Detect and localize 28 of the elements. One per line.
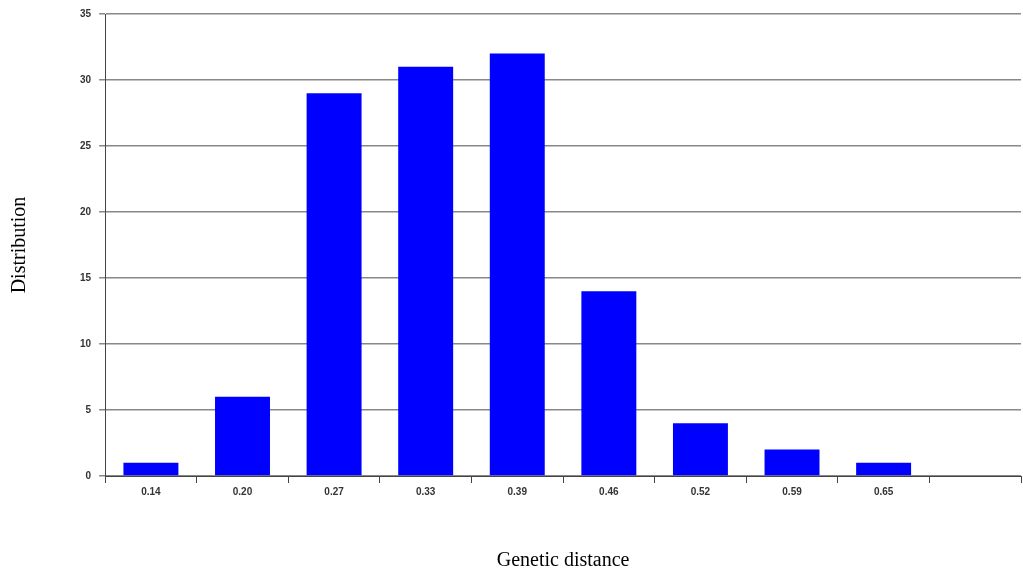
x-axis-title: Genetic distance: [496, 548, 630, 571]
bar: [398, 66, 454, 476]
y-tick-label: 10: [80, 337, 92, 349]
bar: [581, 291, 637, 476]
bar: [306, 93, 362, 476]
x-tick-label: 0.59: [782, 485, 803, 497]
x-tick-label: 0.14: [141, 485, 162, 497]
y-tick-label: 25: [80, 139, 92, 151]
y-tick-label: 20: [80, 205, 92, 217]
bar: [672, 423, 728, 476]
y-tick-label: 15: [80, 271, 92, 283]
x-tick-label: 0.39: [507, 485, 528, 497]
x-tick-label: 0.33: [415, 485, 436, 497]
bar: [764, 449, 820, 476]
y-tick-label: 0: [85, 469, 92, 481]
bar: [856, 462, 912, 476]
bar: [215, 396, 270, 476]
x-tick-label: 0.52: [690, 485, 711, 497]
x-tick-label: 0.27: [324, 485, 345, 497]
y-tick-label: 5: [85, 403, 92, 415]
bar: [489, 53, 545, 476]
x-tick-label: 0.20: [232, 485, 253, 497]
y-axis-title: Distribution: [7, 196, 30, 294]
y-tick-label: 30: [80, 73, 92, 85]
y-tick-label: 35: [80, 7, 92, 19]
bar: [123, 462, 179, 476]
x-tick-label: 0.65: [873, 485, 894, 497]
x-tick-label: 0.46: [599, 485, 620, 497]
